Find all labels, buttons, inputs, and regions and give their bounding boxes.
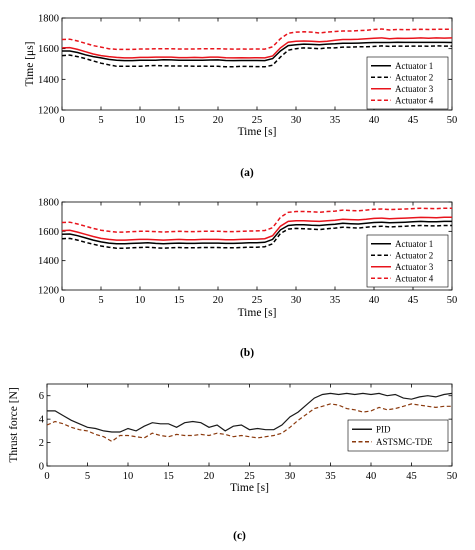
figure-caption: (b) xyxy=(240,347,254,359)
x-tick-label: 40 xyxy=(369,295,380,306)
x-tick-label: 40 xyxy=(369,115,380,126)
legend-box xyxy=(347,419,449,452)
x-tick-label: 50 xyxy=(447,295,458,306)
legend-label: Actuator 2 xyxy=(395,73,433,83)
series-line-actuator-3 xyxy=(62,216,452,241)
chart-panel-b: 0 5 10 15 20 25 30 35 40 45 50 1200 1400 1600 1800 Time… xyxy=(38,198,457,360)
legend-label: Actuator 1 xyxy=(395,239,433,249)
series-line-actuator-3 xyxy=(62,37,452,59)
y-axis-label: Thrust force [N] xyxy=(8,387,20,462)
x-tick-label: 45 xyxy=(406,471,417,482)
y-tick-label: 1400 xyxy=(38,75,59,86)
x-tick-label: 50 xyxy=(447,471,458,482)
series-line-astsmc-tde xyxy=(47,403,452,443)
x-tick-label: 10 xyxy=(135,115,146,126)
x-tick-label: 35 xyxy=(330,295,341,306)
x-tick-label: 15 xyxy=(163,471,174,482)
x-tick-label: 5 xyxy=(98,115,103,126)
series-line-actuator-1 xyxy=(62,220,452,245)
series-line-actuator-2 xyxy=(62,224,452,249)
y-tick-label: 1400 xyxy=(38,256,59,267)
y-tick-label: 1600 xyxy=(38,227,59,238)
legend-label: PID xyxy=(376,425,391,435)
y-axis-label: Time [μs] xyxy=(24,41,36,86)
x-tick-label: 30 xyxy=(291,295,302,306)
y-tick-label: 1200 xyxy=(38,286,59,297)
legend-label: Actuator 2 xyxy=(395,251,433,261)
legend: PID ASTSMC-TDE xyxy=(347,419,449,452)
y-tick-label: 1200 xyxy=(38,106,59,117)
series-line-actuator-2 xyxy=(62,45,452,68)
x-axis-label: Time [s] xyxy=(238,126,277,138)
series-line-pid xyxy=(47,392,452,433)
chart-panel-c: 0 5 10 15 20 25 30 35 40 45 50 0 2 4 6 Time [s] Thrust f… xyxy=(8,383,458,542)
legend-label: ASTSMC-TDE xyxy=(376,437,433,447)
x-axis-label: Time [s] xyxy=(238,307,277,319)
y-tick-label: 4 xyxy=(39,415,45,426)
series-line-actuator-4 xyxy=(62,28,452,51)
x-axis-label: Time [s] xyxy=(230,482,269,494)
y-tick-label: 1800 xyxy=(38,14,59,25)
x-tick-label: 35 xyxy=(330,115,341,126)
x-tick-label: 30 xyxy=(291,115,302,126)
series-line-actuator-4 xyxy=(62,207,452,233)
x-tick-label: 0 xyxy=(59,295,64,306)
y-tick-label: 0 xyxy=(39,462,44,473)
x-tick-label: 40 xyxy=(366,471,377,482)
y-tick-label: 6 xyxy=(39,391,44,402)
x-tick-label: 20 xyxy=(213,115,224,126)
figure-caption: (c) xyxy=(233,530,246,542)
x-tick-label: 30 xyxy=(285,471,296,482)
y-tick-label: 2 xyxy=(39,438,44,449)
legend-label: Actuator 3 xyxy=(395,262,434,272)
y-tick-label: 1800 xyxy=(38,198,59,209)
x-tick-label: 20 xyxy=(204,471,215,482)
chart-panel-a: 0 5 10 15 20 25 30 35 40 45 50 1200 1400 1600 1800 Time… xyxy=(24,14,457,180)
x-tick-label: 10 xyxy=(135,295,146,306)
series-line-actuator-1 xyxy=(62,41,452,62)
x-tick-label: 45 xyxy=(408,115,419,126)
legend-label: Actuator 4 xyxy=(395,274,434,284)
x-tick-label: 35 xyxy=(325,471,336,482)
x-tick-label: 25 xyxy=(252,115,263,126)
figure-caption: (a) xyxy=(240,167,254,179)
x-tick-label: 0 xyxy=(59,115,64,126)
x-tick-label: 50 xyxy=(447,115,458,126)
x-tick-label: 5 xyxy=(98,295,103,306)
legend-label: Actuator 3 xyxy=(395,84,434,94)
x-tick-label: 15 xyxy=(174,295,185,306)
x-tick-label: 20 xyxy=(213,295,224,306)
legend-label: Actuator 4 xyxy=(395,96,434,106)
x-tick-label: 5 xyxy=(85,471,90,482)
x-tick-label: 15 xyxy=(174,115,185,126)
x-tick-label: 25 xyxy=(252,295,263,306)
x-tick-label: 0 xyxy=(44,471,49,482)
legend-label: Actuator 1 xyxy=(395,61,433,71)
x-tick-label: 45 xyxy=(408,295,419,306)
x-tick-label: 25 xyxy=(244,471,255,482)
x-tick-label: 10 xyxy=(123,471,134,482)
y-tick-label: 1600 xyxy=(38,44,59,55)
